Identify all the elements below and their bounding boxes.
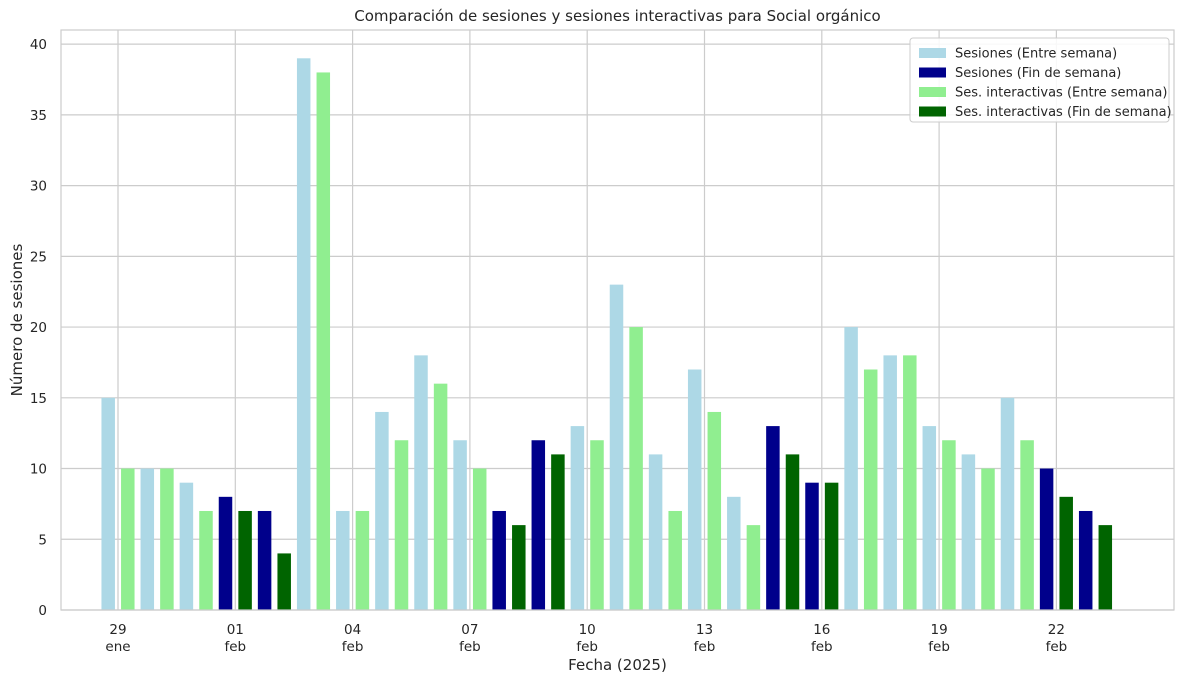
x-tick-label-month: feb [811, 639, 833, 655]
x-tick-label-month: ene [105, 639, 130, 655]
bar-sesiones-interactivas [121, 468, 135, 610]
bar-sesiones-interactivas [512, 525, 526, 610]
y-tick-label: 15 [30, 391, 47, 407]
bar-sesiones-interactivas [160, 468, 174, 610]
y-tick-label: 25 [30, 249, 47, 265]
bar-sesiones-interactivas [863, 369, 878, 610]
legend-swatch [919, 106, 946, 117]
bar-sesiones [766, 426, 780, 610]
bar-sesiones-interactivas [1098, 525, 1113, 610]
x-tick-label-month: feb [694, 639, 716, 655]
bar-sesiones-interactivas [746, 525, 761, 610]
bar-sesiones-interactivas [316, 72, 331, 610]
y-axis-label: Número de sesiones [8, 244, 26, 397]
bar-sesiones [687, 369, 702, 610]
bar-sesiones-interactivas [472, 468, 487, 610]
chart-title: Comparación de sesiones y sesiones inter… [354, 7, 880, 25]
bar-sesiones [101, 397, 115, 610]
bar-sesiones [805, 482, 819, 610]
bar-sesiones [492, 510, 506, 610]
bar-sesiones-interactivas [824, 482, 839, 610]
bar-sesiones-interactivas [942, 440, 956, 610]
bar-sesiones [1000, 397, 1015, 610]
bar-sesiones [922, 426, 937, 610]
bar-sesiones [883, 355, 897, 610]
bar-sesiones [1039, 468, 1054, 610]
bar-sesiones-interactivas [199, 510, 213, 610]
bar-sesiones [648, 454, 663, 610]
bar-sesiones [257, 510, 272, 610]
bar-sesiones-interactivas [238, 510, 252, 610]
legend-box [909, 37, 1170, 123]
plot-frame [60, 29, 1175, 611]
bar-sesiones-interactivas [903, 355, 917, 610]
legend-label: Ses. interactivas (Fin de semana) [955, 105, 1172, 120]
bar-sesiones [1078, 510, 1093, 610]
legend-swatch [919, 87, 946, 97]
x-tick-label-day: 13 [696, 622, 713, 638]
legend-label: Sesiones (Fin de semana) [955, 66, 1121, 81]
y-tick-label: 35 [30, 108, 47, 124]
bar-sesiones-interactivas [707, 411, 722, 610]
bar-sesiones-interactivas [981, 468, 995, 610]
y-tick-label: 0 [38, 603, 47, 619]
x-tick-label-day: 10 [579, 622, 596, 638]
bar-sesiones [531, 440, 546, 610]
x-tick-label-day: 22 [1048, 622, 1065, 638]
bar-sesiones-interactivas [785, 454, 800, 610]
y-tick-label: 20 [30, 320, 47, 336]
bar-sesiones [727, 496, 741, 610]
x-tick-label-day: 07 [461, 622, 478, 638]
bar-sesiones [414, 355, 428, 610]
bar-sesiones-interactivas [277, 553, 291, 610]
x-tick-label-month: feb [928, 639, 950, 655]
bar-sesiones-interactivas [355, 510, 370, 610]
x-tick-label-day: 29 [109, 622, 126, 638]
bar-sesiones [844, 327, 858, 610]
bar-sesiones-interactivas [629, 327, 643, 610]
bar-sesiones [179, 482, 194, 610]
x-tick-label-day: 19 [931, 622, 948, 638]
bar-sesiones-interactivas [590, 440, 604, 610]
bars [101, 58, 1113, 611]
bar-sesiones [961, 454, 976, 610]
x-tick-label-day: 04 [344, 622, 361, 638]
legend-swatch [919, 48, 946, 58]
bar-sesiones [218, 496, 233, 610]
x-tick-label-month: feb [224, 639, 246, 655]
bar-sesiones [375, 411, 389, 610]
y-tick-label: 40 [30, 37, 47, 53]
y-tick-label: 5 [38, 532, 47, 548]
bar-sesiones-interactivas [1020, 440, 1034, 610]
legend-swatch [919, 67, 946, 78]
x-axis-label: Fecha (2025) [568, 656, 667, 674]
x-axis-ticks: 29ene01feb04feb07feb10feb13feb16feb19feb… [105, 622, 1067, 655]
y-axis-ticks: 0 5 10 15 20 25 30 35 40 [30, 37, 47, 619]
x-tick-label-day: 01 [227, 622, 244, 638]
x-tick-label-month: feb [459, 639, 481, 655]
y-tick-label: 10 [30, 462, 47, 478]
bar-sesiones-interactivas [1059, 496, 1073, 610]
x-tick-label-month: feb [576, 639, 598, 655]
x-tick-label-month: feb [1046, 639, 1068, 655]
bar-sesiones [453, 440, 467, 610]
legend-label: Ses. interactivas (Entre semana) [955, 86, 1167, 101]
legend-label: Sesiones (Entre semana) [955, 47, 1117, 62]
bar-sesiones [609, 284, 624, 610]
legend: Sesiones (Entre semana) Sesiones (Fin de … [909, 37, 1172, 123]
y-tick-label: 30 [30, 179, 47, 195]
x-tick-label-day: 16 [813, 622, 830, 638]
bar-sesiones-interactivas [668, 510, 682, 610]
bar-sesiones [570, 426, 585, 610]
bar-sesiones-interactivas [394, 440, 409, 610]
bar-sesiones-interactivas [433, 383, 448, 610]
bar-sesiones-interactivas [551, 454, 565, 610]
x-tick-label-month: feb [342, 639, 364, 655]
bar-sesiones [336, 510, 350, 610]
bar-sesiones [140, 468, 155, 610]
bar-sesiones [296, 58, 311, 611]
